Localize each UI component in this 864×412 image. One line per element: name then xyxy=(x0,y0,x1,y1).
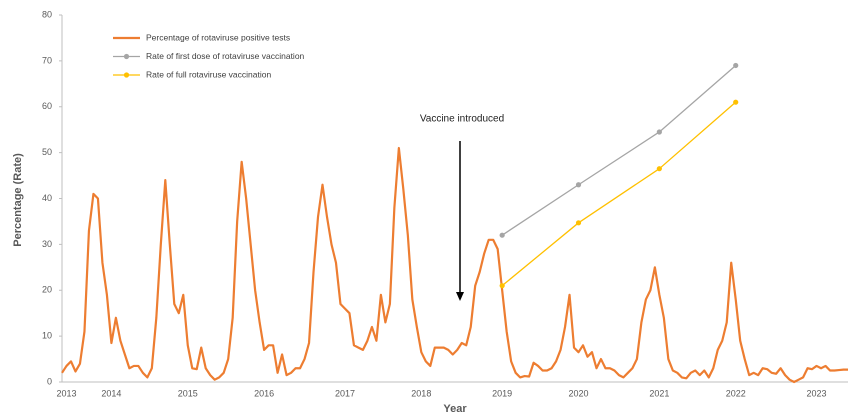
x-tick-label: 2018 xyxy=(411,388,431,398)
series-line xyxy=(501,64,737,236)
y-tick-label: 70 xyxy=(42,55,52,65)
x-tick-label: 2021 xyxy=(649,388,669,398)
x-tick-label: 2020 xyxy=(568,388,588,398)
x-tick-label: 2022 xyxy=(726,388,746,398)
marker xyxy=(575,182,582,188)
legend-label: Percentage of rotaviruse positive tests xyxy=(146,32,290,42)
y-tick-label: 20 xyxy=(42,285,52,295)
x-tick-label: 2014 xyxy=(101,388,121,398)
y-tick-label: 40 xyxy=(42,193,52,203)
marker xyxy=(733,62,739,69)
x-axis-label: Year xyxy=(443,403,467,412)
arrow-head xyxy=(456,292,464,301)
y-tick-label: 30 xyxy=(42,239,52,249)
y-tick-label: 0 xyxy=(47,376,52,386)
x-tick-label: 2017 xyxy=(335,388,355,398)
series-line xyxy=(61,146,848,384)
marker xyxy=(733,99,739,105)
y-tick-label: 50 xyxy=(42,147,52,157)
annotation: Vaccine introduced xyxy=(420,114,504,125)
y-tick-label: 10 xyxy=(42,331,52,341)
marker xyxy=(499,283,505,289)
marker xyxy=(656,129,662,135)
marker xyxy=(499,232,505,238)
marker xyxy=(656,166,662,172)
x-tick-label: 2019 xyxy=(492,388,512,398)
y-tick-label: 60 xyxy=(42,101,52,111)
x-tick-label: 2013 xyxy=(56,388,76,398)
legend-label: Rate of full rotaviruse vaccination xyxy=(146,69,271,79)
marker xyxy=(575,220,582,226)
legend-marker xyxy=(123,72,130,78)
x-tick-label: 2016 xyxy=(254,388,274,398)
series-line xyxy=(501,101,737,287)
legend-marker xyxy=(123,53,130,60)
y-tick-label: 80 xyxy=(42,9,52,19)
legend-label: Rate of first dose of rotaviruse vaccina… xyxy=(146,51,305,61)
x-tick-label: 2015 xyxy=(178,388,198,398)
y-axis-label: Percentage (Rate) xyxy=(12,153,24,247)
x-tick-label: 2023 xyxy=(807,388,827,398)
